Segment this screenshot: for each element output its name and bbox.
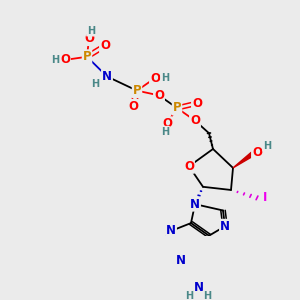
Text: O: O — [184, 160, 194, 173]
Text: N: N — [102, 70, 112, 83]
Text: I: I — [263, 191, 267, 204]
Text: P: P — [83, 50, 91, 63]
Text: N: N — [194, 281, 204, 294]
Text: N: N — [166, 224, 176, 238]
Text: O: O — [252, 146, 262, 159]
Text: P: P — [133, 84, 141, 97]
Text: O: O — [128, 100, 138, 113]
Text: O: O — [60, 53, 70, 66]
Text: O: O — [190, 114, 200, 127]
Text: P: P — [173, 101, 181, 115]
Text: O: O — [150, 71, 160, 85]
Text: O: O — [154, 89, 164, 102]
Polygon shape — [233, 152, 255, 168]
Text: H: H — [203, 291, 211, 300]
Text: O: O — [100, 39, 110, 52]
Text: H: H — [91, 79, 99, 89]
Text: H: H — [161, 73, 169, 83]
Text: H: H — [51, 55, 59, 65]
Text: H: H — [263, 141, 271, 151]
Text: H: H — [87, 26, 95, 36]
Text: N: N — [220, 220, 230, 233]
Text: H: H — [161, 127, 169, 136]
Text: O: O — [192, 97, 202, 110]
Text: O: O — [162, 117, 172, 130]
Text: O: O — [84, 32, 94, 45]
Text: N: N — [176, 254, 186, 267]
Text: H: H — [185, 291, 193, 300]
Text: N: N — [190, 198, 200, 211]
